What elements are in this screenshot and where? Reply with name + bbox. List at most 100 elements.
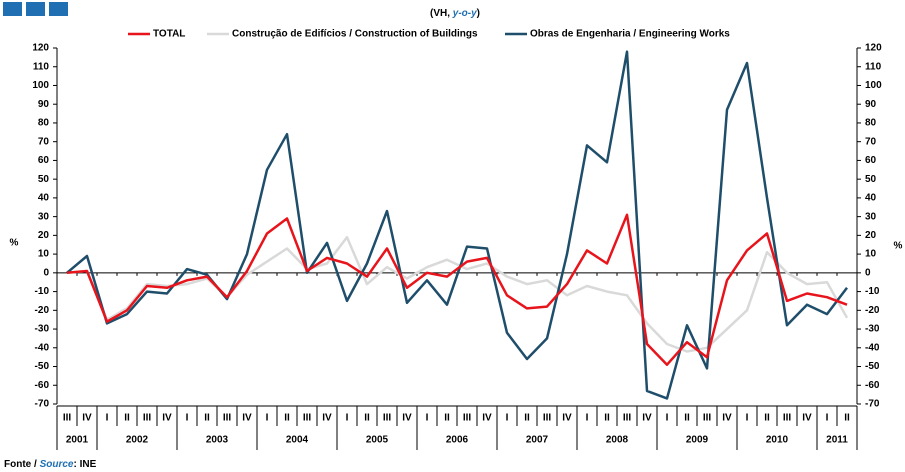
x-tick-label: IV xyxy=(802,413,812,424)
y2-tick-label: -30 xyxy=(865,324,880,335)
x-tick-label: IV xyxy=(162,413,172,424)
y-tick-label: -30 xyxy=(35,324,50,335)
x-tick-label: I xyxy=(826,413,829,424)
y2-tick-label: 90 xyxy=(865,99,877,110)
source: Fonte / Source: INE xyxy=(4,459,97,470)
x-tick-label: II xyxy=(124,413,130,424)
y-tick-label: -60 xyxy=(35,380,50,391)
y2-tick-label: 30 xyxy=(865,211,877,222)
x-tick-label: II xyxy=(684,413,690,424)
series-line xyxy=(66,213,848,366)
x-tick-label: I xyxy=(266,413,269,424)
x-group-label: 2006 xyxy=(446,435,469,446)
x-tick-label: I xyxy=(186,413,189,424)
y2-tick-label: -50 xyxy=(865,361,880,372)
y-tick-label: 110 xyxy=(33,61,50,72)
x-group-label: 2010 xyxy=(766,435,789,446)
x-group-label: 2011 xyxy=(826,435,848,446)
x-tick-label: I xyxy=(426,413,429,424)
y-tick-label: -40 xyxy=(35,342,50,353)
x-tick-label: III xyxy=(383,413,392,424)
series-line xyxy=(66,50,848,400)
legend-label: Construção de Edifícios / Construction o… xyxy=(232,29,478,40)
x-tick-label: III xyxy=(783,413,792,424)
x-group-label: 2004 xyxy=(286,435,309,446)
x-tick-label: IV xyxy=(482,413,492,424)
x-tick-label: III xyxy=(303,413,312,424)
logo-block xyxy=(3,2,22,16)
x-tick-label: III xyxy=(703,413,712,424)
y-tick-label: 120 xyxy=(32,43,49,54)
y2-tick-label: 100 xyxy=(865,80,882,91)
y2-tick-label: 110 xyxy=(865,61,882,72)
y-tick-label: -10 xyxy=(35,286,50,297)
x-tick-label: IV xyxy=(722,413,732,424)
legend-label: Obras de Engenharia / Engineering Works xyxy=(530,29,730,40)
x-tick-label: II xyxy=(204,413,210,424)
y-tick-label: 100 xyxy=(32,80,49,91)
x-group-label: 2001 xyxy=(66,435,89,446)
x-group-label: 2003 xyxy=(206,435,229,446)
y-axis-label: % xyxy=(10,238,19,249)
x-group-label: 2008 xyxy=(606,435,629,446)
x-tick-label: IV xyxy=(242,413,252,424)
x-tick-label: II xyxy=(524,413,530,424)
x-tick-label: II xyxy=(844,413,850,424)
x-tick-label: II xyxy=(604,413,610,424)
y2-tick-label: 20 xyxy=(865,230,877,241)
y2-tick-label: 40 xyxy=(865,193,877,204)
y2-tick-label: -10 xyxy=(865,286,880,297)
logo-block xyxy=(49,2,68,16)
y-tick-label: -70 xyxy=(35,399,50,410)
x-group-label: 2005 xyxy=(366,435,389,446)
y-tick-label: -20 xyxy=(35,305,50,316)
x-tick-label: IV xyxy=(642,413,652,424)
y2-tick-label: 10 xyxy=(865,249,877,260)
x-tick-label: I xyxy=(106,413,109,424)
y-tick-label: 90 xyxy=(38,99,50,110)
x-group-label: 2007 xyxy=(526,435,549,446)
y-tick-label: 70 xyxy=(38,136,50,147)
y-tick-label: 80 xyxy=(38,118,50,129)
y-tick-label: 10 xyxy=(38,249,50,260)
y2-tick-label: -20 xyxy=(865,305,880,316)
y-tick-label: 60 xyxy=(38,155,50,166)
x-tick-label: IV xyxy=(82,413,92,424)
y2-tick-label: 0 xyxy=(865,267,871,278)
y2-tick-label: 50 xyxy=(865,174,877,185)
y-tick-label: 20 xyxy=(38,230,50,241)
legend-label: TOTAL xyxy=(153,29,185,40)
x-tick-label: III xyxy=(143,413,152,424)
x-tick-label: III xyxy=(463,413,472,424)
x-group-label: 2009 xyxy=(686,435,709,446)
x-tick-label: I xyxy=(506,413,509,424)
series-line xyxy=(66,235,849,353)
x-tick-label: IV xyxy=(322,413,332,424)
x-tick-label: II xyxy=(764,413,770,424)
x-tick-label: I xyxy=(746,413,749,424)
x-tick-label: III xyxy=(63,413,72,424)
x-tick-label: II xyxy=(284,413,290,424)
x-tick-label: I xyxy=(666,413,669,424)
y2-tick-label: -40 xyxy=(865,342,880,353)
x-tick-label: III xyxy=(623,413,632,424)
y2-tick-label: -70 xyxy=(865,399,880,410)
y2-tick-label: 60 xyxy=(865,155,877,166)
subtitle: (VH, y-o-y) xyxy=(430,8,480,19)
y2-tick-label: 80 xyxy=(865,118,877,129)
y2-tick-label: 120 xyxy=(865,43,882,54)
x-tick-label: II xyxy=(444,413,450,424)
y-tick-label: 50 xyxy=(38,174,50,185)
x-tick-label: IV xyxy=(402,413,412,424)
y2-tick-label: -60 xyxy=(865,380,880,391)
x-tick-label: III xyxy=(223,413,232,424)
y-tick-label: 40 xyxy=(38,193,50,204)
y-tick-label: 30 xyxy=(38,211,50,222)
y2-axis-label: % xyxy=(894,241,903,252)
x-tick-label: I xyxy=(586,413,589,424)
y2-tick-label: 70 xyxy=(865,136,877,147)
logo-block xyxy=(26,2,45,16)
x-tick-label: IV xyxy=(562,413,572,424)
y-tick-label: -50 xyxy=(35,361,50,372)
